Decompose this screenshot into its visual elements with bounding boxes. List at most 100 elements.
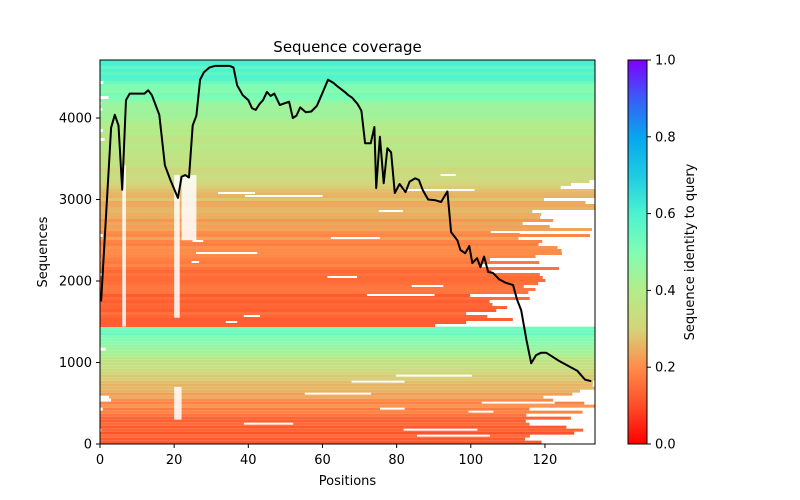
heatmap-row [101,273,540,276]
colorbar-tick-label: 0.2 [655,361,676,376]
heatmap-row [100,353,595,357]
heatmap-gap [181,175,197,241]
heatmap-row [100,171,595,174]
heatmap-gap [440,174,456,176]
x-tick-label: 0 [96,453,104,468]
heatmap-row [100,219,554,222]
heatmap-row [100,326,595,330]
y-tick-label: 2000 [59,275,92,290]
heatmap-row [100,440,542,444]
heatmap-gap [416,434,490,437]
x-axis-label: Positions [319,474,377,489]
heatmap-row [100,207,595,210]
heatmap-gap [122,165,126,327]
heatmap-gap [366,294,435,296]
y-tick-label: 3000 [59,193,92,208]
heatmap-row [100,210,533,213]
heatmap-row [100,306,508,309]
heatmap-row [100,246,558,249]
heatmap-row [100,413,527,417]
heatmap-row [100,291,529,294]
heatmap-row [100,377,595,381]
heatmap-row [100,324,436,327]
colorbar-tick-label: 0.4 [655,284,676,299]
y-tick-label: 0 [84,438,92,453]
heatmap-row [100,213,542,216]
heatmap-row [100,356,595,360]
x-tick-label: 100 [458,453,483,468]
heatmap-row [100,332,595,336]
heatmap-row [100,344,595,348]
heatmap-gap [174,386,182,420]
colorbar: 0.0 0.2 0.4 0.6 0.8 1.0 Sequence identity to … [627,54,698,453]
heatmap-row [100,162,595,165]
heatmap-row [100,144,595,147]
heatmap-row [100,105,595,108]
heatmap-row [100,147,595,150]
heatmap-gap [191,261,200,263]
heatmap-row [100,338,595,342]
heatmap-row [100,389,581,393]
heatmap-gap [244,195,323,197]
heatmap-row [100,192,595,195]
heatmap-row [105,347,595,351]
x-tick-label: 80 [388,453,405,468]
heatmap-row [100,237,519,240]
heatmap-gap [380,407,405,410]
heatmap-row [100,180,590,183]
heatmap-row [100,186,561,189]
heatmap-row [100,150,595,153]
heatmap-row [111,398,554,402]
heatmap-row [100,90,595,93]
heatmap-row [100,231,520,234]
y-tick-label: 1000 [59,356,92,371]
heatmap-row [100,120,595,123]
heatmap-row [100,270,492,273]
heatmap-row [100,383,593,387]
heatmap-row [100,156,595,159]
heatmap-row [100,255,536,258]
heatmap-row [100,437,525,441]
heatmap-row [100,117,595,120]
coverage-line [100,64,592,383]
colorbar-tick-label: 1.0 [655,54,676,69]
heatmap-row [100,288,536,291]
chart-title: Sequence coverage [273,38,421,56]
heatmap-row [100,297,530,300]
heatmap-row [100,123,595,126]
heatmap-row [100,153,595,156]
heatmap-row [100,111,595,114]
heatmap-row [100,222,523,225]
heatmap-row [100,84,595,87]
heatmap-row [100,114,595,117]
heatmap-row [100,404,595,408]
heatmap-gap [218,192,256,194]
heatmap-row [100,350,595,354]
heatmap-row [100,329,595,333]
x-tick-label: 40 [240,453,257,468]
heatmap-row [100,216,541,219]
coverage-heatmap [100,60,595,444]
heatmap-row [100,318,513,321]
heatmap-row [100,425,567,429]
heatmap-row [100,87,595,90]
heatmap-gap [195,252,258,254]
colorbar-tick-label: 0.6 [655,207,676,222]
heatmap-gap [468,410,494,413]
heatmap-row [100,312,467,315]
heatmap-row [100,201,586,204]
heatmap-row [100,410,583,414]
plot-frame [99,59,596,445]
heatmap-row [109,395,544,399]
heatmap-row [100,416,571,420]
heatmap-row [100,177,595,180]
heatmap-row [100,282,539,285]
heatmap-row [100,261,540,264]
heatmap-row [100,225,550,228]
heatmap-row [100,401,585,405]
colorbar-gradient [627,59,648,445]
heatmap-row [100,60,595,63]
heatmap-row [100,419,526,423]
heatmap-row [100,126,595,129]
heatmap-row [100,189,595,192]
